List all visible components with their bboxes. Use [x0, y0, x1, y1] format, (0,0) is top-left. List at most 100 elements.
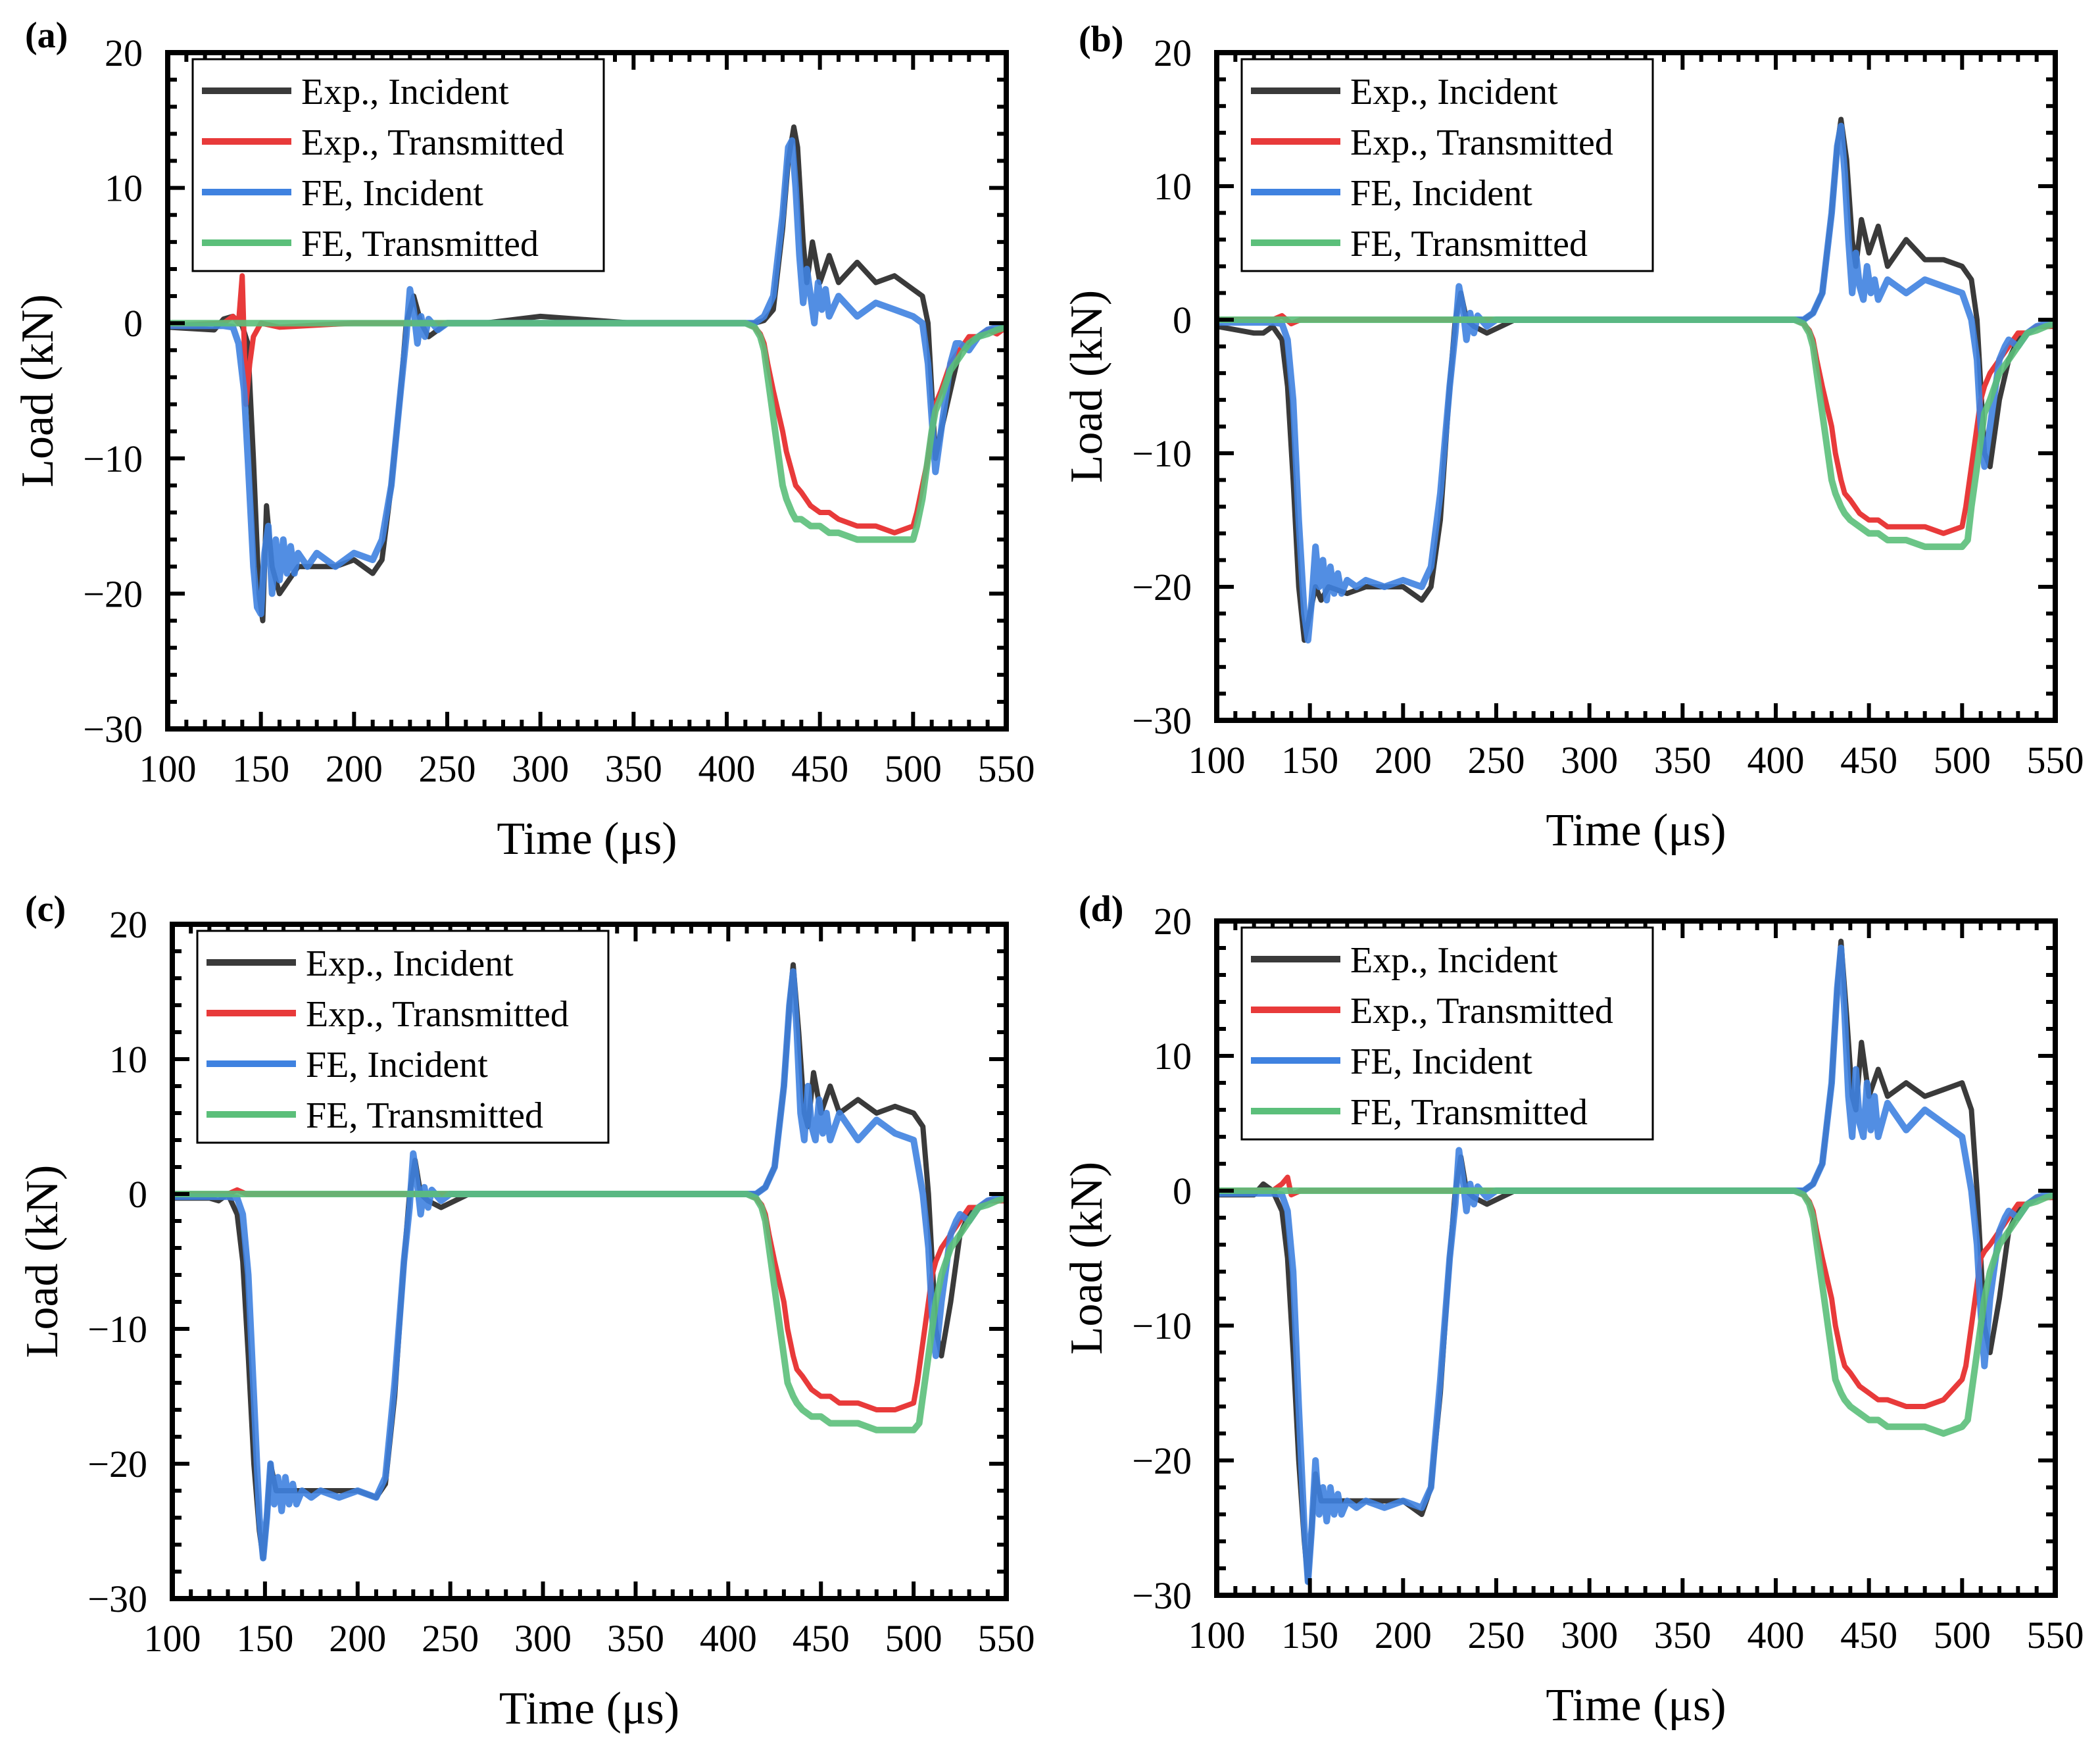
y-axis-title: Load (kN)	[17, 1165, 68, 1358]
x-tick-label: 400	[698, 747, 756, 790]
y-tick-label: −10	[83, 437, 143, 480]
tick-marks	[1215, 919, 2057, 1597]
x-tick-label: 150	[1281, 739, 1338, 782]
x-tick-label: 150	[232, 747, 289, 790]
legend-label: Exp., Incident	[1350, 72, 1558, 112]
x-tick-label: 550	[978, 1617, 1035, 1660]
panel-label: (c)	[25, 889, 66, 930]
legend-label: Exp., Transmitted	[1350, 991, 1613, 1032]
y-tick-label: −10	[1132, 432, 1192, 475]
x-tick-label: 300	[512, 747, 569, 790]
x-tick-label: 500	[885, 747, 942, 790]
tick-marks	[1215, 51, 2057, 722]
y-axis-title: Load (kN)	[1062, 290, 1112, 484]
x-tick-label: 100	[144, 1617, 201, 1660]
legend-label: FE, Incident	[306, 1045, 488, 1085]
x-axis-title: Time (μs)	[499, 1683, 679, 1734]
y-tick-label: −10	[1132, 1305, 1192, 1347]
y-axis-title: Load (kN)	[1062, 1162, 1112, 1355]
series-line-exp-transmitted	[172, 1187, 1006, 1412]
x-axis-title: Time (μs)	[1546, 1680, 1726, 1731]
y-tick-label: 0	[1173, 1170, 1192, 1212]
x-tick-label: 450	[793, 1617, 850, 1660]
x-tick-label: 250	[422, 1617, 479, 1660]
chart-panel-a: 100 150 200 250 300 350 400 450 500 55020100−10−2…	[12, 15, 1035, 864]
panel-label: (b)	[1079, 19, 1123, 60]
y-tick-label: 10	[109, 1038, 147, 1081]
plot-frame	[1214, 50, 2058, 723]
legend-label: FE, Incident	[1350, 173, 1532, 214]
x-tick-label: 350	[605, 747, 662, 790]
panel-label: (d)	[1079, 889, 1123, 930]
x-tick-label: 400	[1747, 739, 1805, 782]
series-group	[1217, 116, 2055, 644]
x-tick-label: 300	[1561, 739, 1618, 782]
series-line-exp-transmitted	[1217, 1174, 2055, 1409]
series-line-fe-transmitted	[1217, 1187, 2055, 1437]
legend-label: FE, Transmitted	[1350, 224, 1588, 264]
plot-frame	[165, 50, 1009, 732]
plot-frame	[1214, 918, 2058, 1598]
x-tick-label: 450	[1840, 1614, 1897, 1656]
legend-label: Exp., Transmitted	[1350, 122, 1613, 163]
y-tick-label: −20	[87, 1443, 147, 1485]
legend: Exp., Incident Exp., Transmitted FE, Incid…	[1240, 926, 1654, 1141]
legend: Exp., Incident Exp., Transmitted FE, Incid…	[1240, 58, 1654, 272]
x-tick-label: 150	[236, 1617, 293, 1660]
legend-box	[191, 58, 605, 272]
legend-label: Exp., Incident	[301, 72, 509, 112]
x-tick-label: 200	[326, 747, 383, 790]
series-line-fe-transmitted	[168, 320, 1006, 543]
x-tick-label: 550	[2027, 739, 2084, 782]
y-tick-label: −10	[87, 1308, 147, 1351]
y-tick-label: 20	[109, 903, 147, 946]
legend-box	[1240, 58, 1654, 272]
legend-label: Exp., Incident	[1350, 940, 1558, 981]
x-tick-label: 250	[419, 747, 476, 790]
legend-label: FE, Transmitted	[301, 224, 539, 264]
x-tick-label: 200	[1375, 739, 1432, 782]
series-group	[168, 124, 1006, 624]
series-line-fe-transmitted	[172, 1191, 1006, 1433]
y-tick-label: 10	[1154, 1035, 1192, 1078]
x-tick-label: 400	[700, 1617, 757, 1660]
legend-label: FE, Incident	[301, 173, 483, 214]
x-axis-title: Time (μs)	[1546, 805, 1726, 856]
x-tick-label: 300	[1561, 1614, 1618, 1656]
x-tick-label: 350	[607, 1617, 664, 1660]
x-tick-label: 450	[1840, 739, 1897, 782]
legend-label: FE, Transmitted	[1350, 1092, 1588, 1133]
y-tick-label: −30	[1132, 1574, 1192, 1617]
x-tick-label: 200	[1375, 1614, 1432, 1656]
x-tick-label: 550	[2027, 1614, 2084, 1656]
y-axis-title: Load (kN)	[12, 294, 63, 487]
y-tick-label: 0	[1173, 299, 1192, 341]
y-tick-label: 20	[105, 32, 143, 74]
y-tick-label: 20	[1154, 900, 1192, 943]
x-tick-label: 200	[329, 1617, 386, 1660]
y-tick-label: −20	[1132, 566, 1192, 609]
x-tick-label: 500	[885, 1617, 942, 1660]
x-tick-label: 100	[1188, 1614, 1246, 1656]
x-tick-label: 150	[1281, 1614, 1338, 1656]
x-tick-label: 300	[514, 1617, 572, 1660]
series-line-exp-transmitted	[1217, 312, 2055, 536]
series-group	[172, 962, 1006, 1562]
chart-panel-c: 100 150 200 250 300 350 400 450 500 55020100−10−2…	[17, 889, 1035, 1734]
y-tick-label: −20	[1132, 1439, 1192, 1482]
x-tick-label: 500	[1934, 1614, 1991, 1656]
legend-label: Exp., Incident	[306, 943, 514, 984]
x-tick-label: 100	[139, 747, 197, 790]
x-tick-label: 550	[978, 747, 1035, 790]
panel-label: (a)	[25, 15, 68, 56]
y-tick-label: 0	[124, 302, 143, 345]
legend-box	[196, 930, 610, 1144]
y-tick-label: −30	[83, 708, 143, 751]
tick-marks	[166, 51, 1008, 731]
chart-panel-b: 100 150 200 250 300 350 400 450 500 55020100−10−2…	[1062, 19, 2084, 856]
x-tick-label: 250	[1468, 739, 1525, 782]
legend-label: Exp., Transmitted	[306, 994, 569, 1035]
y-tick-label: 0	[128, 1173, 147, 1216]
y-tick-label: 10	[1154, 165, 1192, 208]
